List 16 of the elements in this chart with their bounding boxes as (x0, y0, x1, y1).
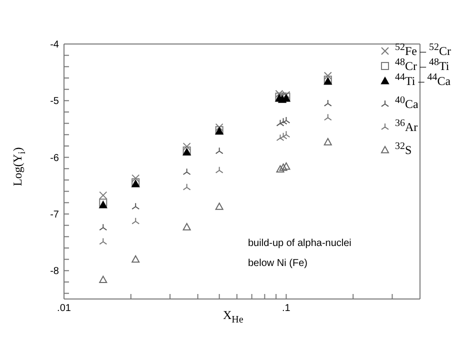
x-tick-label: .01 (57, 303, 72, 314)
legend-label: $^{52}$Fe – $^{52}$Cr (395, 42, 451, 58)
legend-label: $^{48}$Cr – $^{48}$Ti (395, 57, 450, 73)
legend-label: $^{36}$Ar (395, 118, 418, 135)
legend-label: $^{40}$Ca (395, 95, 418, 112)
legend-label: $^{44}$Ti – $^{44}$Ca (395, 72, 451, 89)
annotation: build-up of alpha-nuclei (248, 238, 352, 249)
y-tick-label: -8 (50, 266, 60, 278)
annotation: below Ni (Fe) (248, 258, 308, 269)
x-axis-title: X$_{He}$ (223, 308, 244, 326)
y-tick-label: -6 (50, 152, 60, 164)
y-tick-label: -4 (50, 40, 60, 51)
x-tick-label: .1 (282, 303, 291, 314)
legend-label: $^{32}$S (395, 141, 412, 158)
y-tick-label: -7 (50, 210, 60, 221)
y-tick-label: -5 (50, 96, 60, 108)
